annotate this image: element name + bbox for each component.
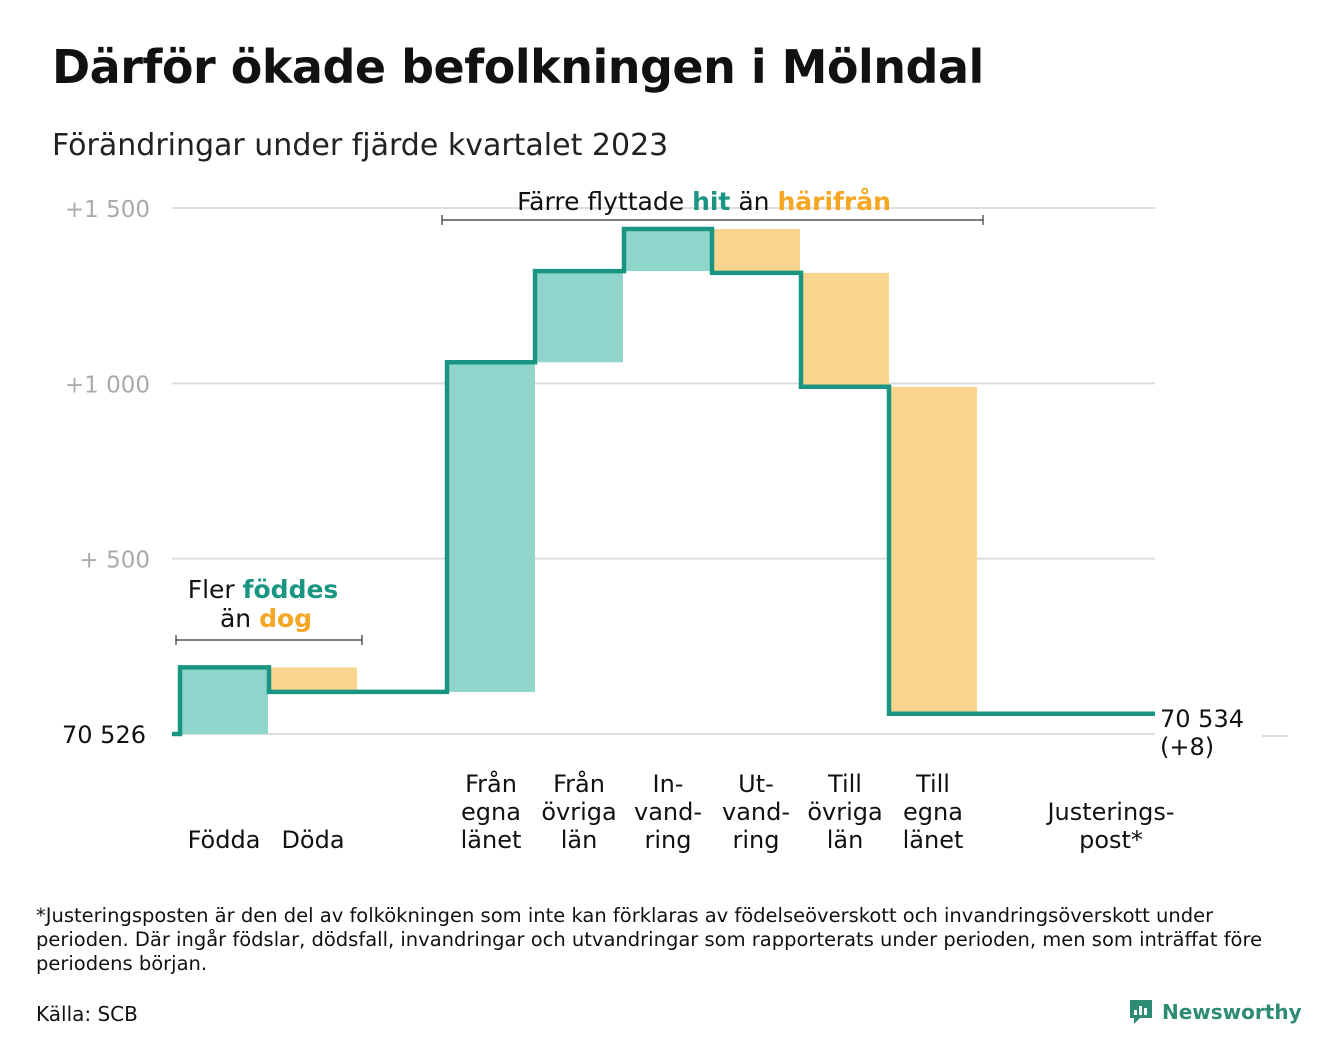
x-label-line: Från	[465, 769, 517, 798]
x-label-till-egna: Till egna länet	[903, 770, 964, 854]
x-label-line: Döda	[281, 826, 344, 854]
y-tick-label: +1 500	[65, 197, 150, 223]
bar-utvandring	[712, 229, 800, 273]
x-label-line: ring	[645, 826, 692, 854]
brand-logo: Newsworthy	[1128, 998, 1302, 1026]
annotation-births-line1: Fler föddes	[188, 575, 339, 604]
bars	[180, 229, 977, 734]
x-label-line: Justerings-	[1045, 798, 1174, 826]
x-label-line: län	[561, 826, 598, 854]
y-tick-label: +1 000	[65, 372, 150, 398]
x-label-fran-egna: Från egna länet	[461, 769, 522, 854]
x-label-line: övriga	[807, 798, 882, 826]
x-label-till-ovriga: Till övriga län	[807, 770, 882, 854]
x-label-line: In-	[653, 770, 684, 798]
x-label-invandring: In-vand-ring	[634, 770, 702, 854]
bar-doda	[269, 667, 357, 692]
x-label-line: län	[827, 826, 864, 854]
x-label-line: Till	[827, 770, 862, 798]
bar-fran-ovriga	[535, 271, 623, 363]
annotation-text: Färre flyttade	[517, 187, 692, 216]
x-label-line: vand-	[722, 798, 790, 826]
grid-lines: +1 500 +1 000 + 500 70 526	[62, 197, 1288, 749]
brand-name: Newsworthy	[1162, 1000, 1302, 1024]
x-label-line: Till	[915, 770, 950, 798]
y-tick-label: + 500	[80, 548, 150, 574]
bar-fran-egna	[447, 362, 535, 692]
x-label-line: länet	[461, 826, 522, 854]
annotation-text: Fler	[188, 575, 243, 604]
x-label-line: post*	[1079, 826, 1143, 854]
x-label-utvandring: Ut-vand-ring	[722, 770, 790, 854]
newsworthy-logo-icon	[1130, 1000, 1152, 1024]
x-label-line: Ut-	[738, 770, 774, 798]
bar-fodda	[180, 667, 268, 734]
annotation-highlight-orange: dog	[259, 604, 312, 633]
x-label-fodda: Födda	[188, 826, 261, 854]
cumulative-line-path	[172, 226, 1155, 737]
cumulative-line	[172, 226, 1155, 737]
source-label: Källa: SCB	[36, 1002, 138, 1026]
bar-invandring	[624, 229, 712, 272]
chart-title: Därför ökade befolkningen i Mölndal	[52, 40, 984, 94]
x-label-line: vand-	[634, 798, 702, 826]
annotation-highlight-teal: hit	[692, 187, 730, 216]
footnote: *Justeringsposten är den del av folkökni…	[36, 904, 1263, 975]
bar-till-egna	[889, 386, 977, 714]
x-label-line: länet	[903, 826, 964, 854]
annotation-migration: Färre flyttade hit än härifrån	[517, 187, 891, 216]
annotation-births-line2: än dog	[220, 604, 312, 633]
x-label-fran-ovriga: Från övriga län	[541, 769, 616, 854]
baseline-tick-label: 70 526	[62, 721, 146, 749]
end-value-label: 70 534	[1160, 705, 1244, 733]
end-change-label: (+8)	[1160, 733, 1214, 761]
annotation-text: än	[730, 187, 777, 216]
x-label-line: egna	[461, 798, 521, 826]
x-label-line: Födda	[188, 826, 261, 854]
x-label-justering: Justerings-post*	[1045, 798, 1174, 854]
annotation-text: än	[220, 604, 259, 633]
annotation-highlight-teal: föddes	[243, 575, 339, 604]
chart-subtitle: Förändringar under fjärde kvartalet 2023	[52, 128, 669, 163]
x-label-line: övriga	[541, 798, 616, 826]
bar-till-ovriga	[801, 272, 889, 387]
annotation-highlight-orange: härifrån	[777, 187, 890, 216]
x-label-doda: Döda	[281, 826, 344, 854]
x-label-line: Från	[553, 769, 605, 798]
x-label-line: egna	[903, 798, 963, 826]
x-label-line: ring	[733, 826, 780, 854]
